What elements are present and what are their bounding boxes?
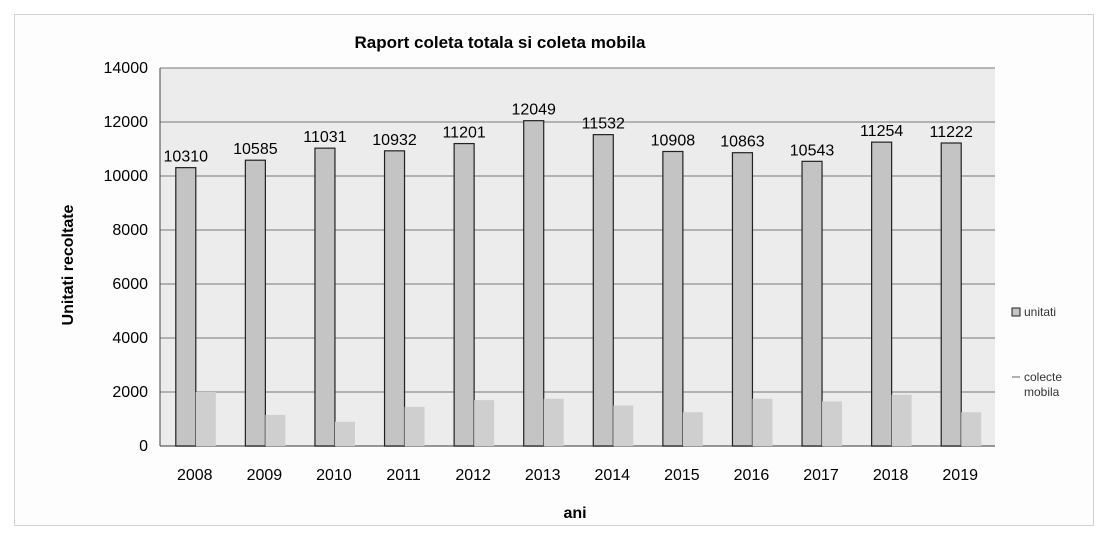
bar-colecte-mobila bbox=[404, 406, 425, 446]
bar-colecte-mobila bbox=[752, 398, 773, 446]
x-tick-label: 2019 bbox=[942, 467, 978, 484]
bar-unitati bbox=[523, 120, 545, 447]
data-label: 11201 bbox=[442, 125, 485, 142]
data-label: 12049 bbox=[511, 102, 556, 119]
y-tick-label: 0 bbox=[139, 438, 148, 455]
bar-colecte-mobila bbox=[474, 400, 495, 446]
data-label: 11254 bbox=[860, 123, 903, 140]
bar-unitati bbox=[940, 142, 962, 447]
x-tick-label: 2009 bbox=[247, 467, 283, 484]
x-tick-label: 2014 bbox=[594, 467, 630, 484]
legend-label-colecte-mobila: colecte mobila bbox=[1024, 370, 1062, 399]
chart-title: Raport coleta totala si coleta mobila bbox=[355, 33, 647, 52]
bar-unitati bbox=[453, 142, 475, 447]
bar-colecte-mobila bbox=[822, 401, 843, 446]
bars bbox=[175, 120, 982, 447]
y-tick-label: 8000 bbox=[112, 222, 148, 239]
y-tick-label: 10000 bbox=[104, 168, 149, 185]
bar-colecte-mobila bbox=[682, 412, 703, 446]
bar-colecte-mobila bbox=[195, 392, 216, 446]
data-label: 10310 bbox=[164, 149, 209, 166]
x-axis-title: ani bbox=[563, 505, 586, 522]
data-label: 10543 bbox=[790, 142, 835, 159]
data-label: 11222 bbox=[930, 124, 973, 141]
bar-colecte-mobila bbox=[265, 414, 286, 446]
data-label: 10585 bbox=[233, 141, 278, 158]
bar-colecte-mobila bbox=[334, 421, 355, 446]
bar-colecte-mobila bbox=[543, 398, 564, 446]
data-label: 10908 bbox=[651, 132, 696, 149]
x-tick-label: 2010 bbox=[316, 467, 352, 484]
y-tick-label: 4000 bbox=[112, 330, 148, 347]
plot-area bbox=[160, 68, 995, 446]
y-tick-label: 6000 bbox=[112, 276, 148, 293]
gridlines bbox=[159, 67, 995, 447]
bar-unitati bbox=[871, 141, 893, 447]
bar-colecte-mobila bbox=[961, 412, 982, 446]
legend-label-unitati: unitati bbox=[1024, 305, 1056, 319]
bar-unitati bbox=[592, 134, 614, 447]
bar-colecte-mobila bbox=[613, 405, 634, 446]
x-tick-label: 2013 bbox=[525, 467, 561, 484]
x-tick-label: 2011 bbox=[386, 467, 421, 484]
x-tick-labels: 2008 2009 2010 2011 2012 2013 2014 2015 2016 2017… bbox=[177, 467, 978, 484]
bar-unitati bbox=[244, 159, 266, 447]
legend-swatch-unitati bbox=[1011, 307, 1021, 317]
bar-unitati bbox=[314, 147, 336, 447]
x-tick-label: 2018 bbox=[873, 467, 909, 484]
data-labels: 10310 10585 11031 10932 11201 12049 11532 10908… bbox=[164, 102, 973, 166]
legend: unitati colecte mobila bbox=[1011, 305, 1062, 399]
bar-unitati bbox=[175, 167, 197, 447]
bar-unitati bbox=[383, 150, 406, 447]
bar-unitati bbox=[731, 152, 754, 447]
data-label: 10863 bbox=[720, 134, 765, 151]
y-tick-label: 12000 bbox=[104, 114, 149, 131]
y-tick-label: 2000 bbox=[112, 384, 148, 401]
y-tick-labels: 0 2000 4000 6000 8000 10000 12000 14000 bbox=[104, 60, 149, 455]
data-label: 11031 bbox=[303, 129, 346, 146]
x-tick-label: 2008 bbox=[177, 467, 213, 484]
data-label: 10932 bbox=[372, 132, 417, 149]
bar-colecte-mobila bbox=[891, 394, 912, 446]
y-axis-title: Unitati recoltate bbox=[60, 204, 77, 325]
bar-unitati bbox=[662, 150, 684, 447]
data-label: 11532 bbox=[582, 116, 625, 133]
x-tick-label: 2017 bbox=[803, 467, 839, 484]
bar-unitati bbox=[801, 160, 823, 447]
legend-swatch-colecte-mobila bbox=[1012, 376, 1020, 378]
x-tick-label: 2016 bbox=[734, 467, 770, 484]
y-tick-label: 14000 bbox=[104, 60, 149, 77]
x-tick-label: 2015 bbox=[664, 467, 700, 484]
x-tick-label: 2012 bbox=[455, 467, 491, 484]
